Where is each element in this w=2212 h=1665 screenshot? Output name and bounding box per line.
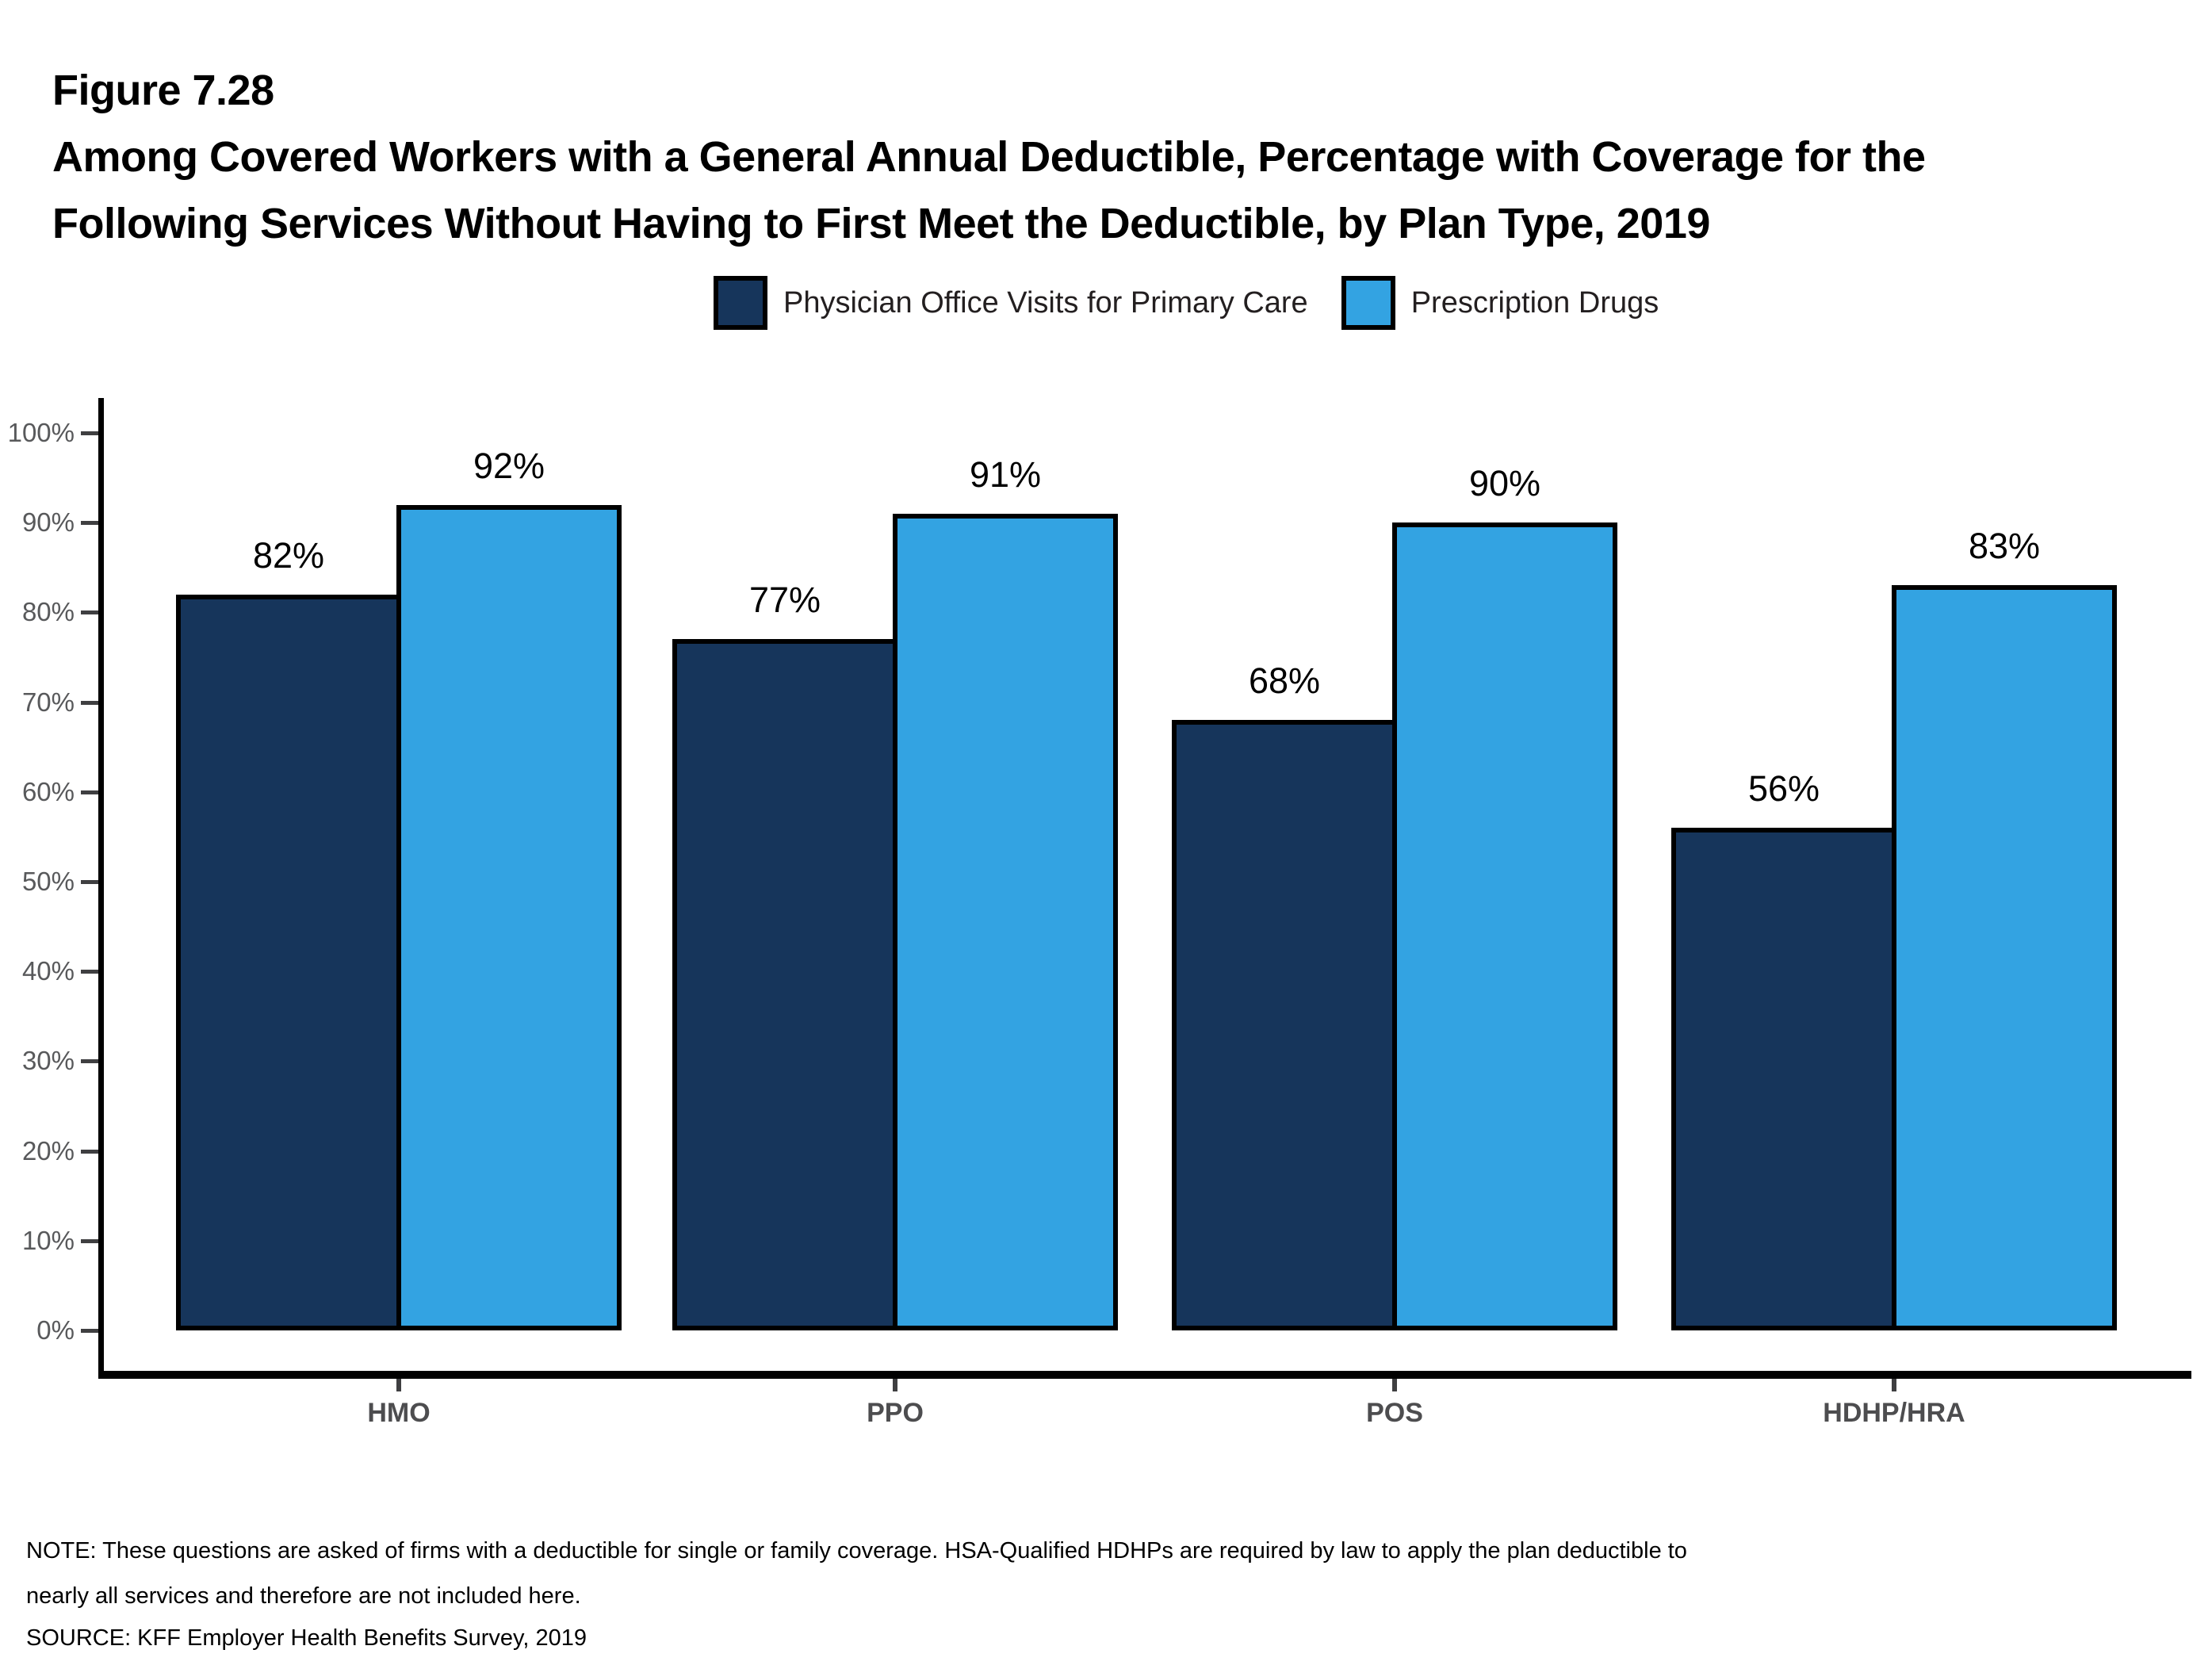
y-tick xyxy=(81,521,98,525)
x-axis-label-hdhp-hra: HDHP/HRA xyxy=(1823,1398,1965,1428)
bar-value-label: 90% xyxy=(1468,463,1541,503)
bar-hdhp-hra-office-visits xyxy=(1671,828,1896,1330)
legend-label-prescription-drugs: Prescription Drugs xyxy=(1410,286,1659,320)
y-tick xyxy=(81,1239,98,1243)
legend: Physician Office Visits for Primary Care… xyxy=(714,276,1659,330)
x-axis-label-ppo: PPO xyxy=(867,1398,924,1428)
note-text: NOTE: These questions are asked of firms… xyxy=(26,1538,1687,1609)
y-axis-line xyxy=(98,398,104,1379)
source-text: SOURCE: KFF Employer Health Benefits Sur… xyxy=(26,1625,587,1651)
y-tick xyxy=(81,970,98,974)
y-tick-label: 90% xyxy=(21,507,75,537)
legend-swatch-prescription-drugs xyxy=(1341,276,1395,330)
bar-value-label: 91% xyxy=(969,454,1042,495)
y-tick xyxy=(81,431,98,435)
y-tick-label: 100% xyxy=(7,418,75,447)
bar-hdhp-hra-prescription-drugs xyxy=(1892,585,2117,1330)
source-block: SOURCE: KFF Employer Health Benefits Sur… xyxy=(26,1616,587,1661)
bar-hmo-prescription-drugs xyxy=(396,505,622,1330)
y-tick xyxy=(81,1150,98,1154)
y-tick-label: 20% xyxy=(21,1136,75,1166)
y-tick-label: 30% xyxy=(21,1046,75,1075)
bar-value-label: 68% xyxy=(1248,660,1321,701)
y-tick-label: 10% xyxy=(21,1226,75,1255)
bar-ppo-office-visits xyxy=(672,639,897,1330)
y-tick-label: 80% xyxy=(21,597,75,626)
legend-item-prescription-drugs: Prescription Drugs xyxy=(1341,276,1659,330)
y-tick-label: 50% xyxy=(21,867,75,896)
legend-swatch-primary-care xyxy=(714,276,767,330)
y-tick xyxy=(81,880,98,884)
y-tick-label: 70% xyxy=(21,687,75,717)
y-tick xyxy=(81,701,98,705)
x-tick xyxy=(1892,1379,1896,1391)
x-tick xyxy=(1392,1379,1397,1391)
x-axis-label-hmo: HMO xyxy=(367,1398,431,1428)
y-tick xyxy=(81,610,98,614)
x-tick xyxy=(396,1379,401,1391)
figure-number: Figure 7.28 xyxy=(52,67,274,114)
bar-pos-office-visits xyxy=(1172,720,1397,1330)
y-tick xyxy=(81,1329,98,1333)
y-tick-label: 0% xyxy=(36,1315,75,1345)
x-axis-line xyxy=(98,1371,2191,1379)
bar-hmo-office-visits xyxy=(176,595,401,1330)
legend-item-primary-care: Physician Office Visits for Primary Care xyxy=(714,276,1308,330)
legend-label-primary-care: Physician Office Visits for Primary Care xyxy=(783,286,1308,320)
bar-value-label: 82% xyxy=(252,535,325,576)
figure-title-line-2: Following Services Without Having to Fir… xyxy=(52,200,1710,247)
x-tick xyxy=(893,1379,897,1391)
bar-value-label: 56% xyxy=(1747,768,1820,809)
y-tick-label: 60% xyxy=(21,777,75,806)
note-block: NOTE: These questions are asked of firms… xyxy=(26,1529,1707,1619)
figure-title-line-1: Among Covered Workers with a General Ann… xyxy=(52,133,1926,181)
x-axis-label-pos: POS xyxy=(1366,1398,1423,1428)
bar-ppo-prescription-drugs xyxy=(893,514,1118,1330)
bar-value-label: 83% xyxy=(1968,526,2041,566)
y-tick xyxy=(81,790,98,794)
bar-value-label: 77% xyxy=(748,580,821,620)
y-tick xyxy=(81,1059,98,1063)
bar-pos-prescription-drugs xyxy=(1392,522,1617,1330)
bar-value-label: 92% xyxy=(473,446,545,486)
y-tick-label: 40% xyxy=(21,956,75,986)
title-block: Figure 7.28 Among Covered Workers with a… xyxy=(52,57,1926,257)
